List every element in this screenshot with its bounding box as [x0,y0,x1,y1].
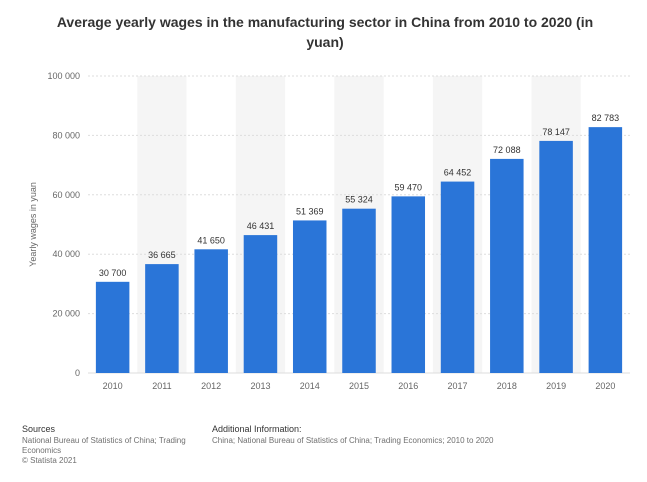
x-tick-label: 2010 [103,381,123,391]
data-label: 55 324 [345,195,373,205]
x-tick-label: 2014 [300,381,320,391]
data-label: 59 470 [395,182,423,192]
data-label: 51 369 [296,206,324,216]
data-label: 30 700 [99,268,127,278]
x-tick-label: 2018 [497,381,517,391]
x-tick-label: 2013 [250,381,270,391]
y-axis-label: Yearly wages in yuan [28,182,38,267]
y-tick-label: 0 [75,368,80,378]
x-tick-label: 2019 [546,381,566,391]
sources-heading: Sources [22,424,56,434]
additional-info-block: Additional Information: China; National … [212,424,592,446]
bar [292,220,327,373]
data-label: 72 088 [493,145,521,155]
bar [145,264,179,373]
x-tick-label: 2015 [349,381,369,391]
data-label: 82 783 [592,113,620,123]
data-label: 46 431 [247,221,275,231]
bar [440,181,475,373]
x-tick-label: 2017 [448,381,468,391]
x-tick-label: 2012 [201,381,221,391]
data-label: 41 650 [197,235,225,245]
bar [95,281,130,373]
x-tick-label: 2011 [152,381,171,391]
y-tick-label: 100 000 [47,71,80,81]
y-tick-label: 40 000 [52,249,80,259]
y-tick-label: 80 000 [52,130,80,140]
bar [588,127,623,373]
sources-line-2: Economics [22,446,62,455]
additional-text: China; National Bureau of Statistics of … [212,436,494,445]
copyright: © Statista 2021 [22,456,77,465]
bar [539,140,573,373]
y-tick-label: 20 000 [52,309,80,319]
bar [194,249,228,373]
sources-block: Sources National Bureau of Statistics of… [22,424,192,466]
bar [243,235,278,373]
x-tick-label: 2020 [595,381,615,391]
chart-title: Average yearly wages in the manufacturin… [56,14,594,50]
y-tick-label: 60 000 [52,190,80,200]
bar [391,196,426,373]
sources-line-1: National Bureau of Statistics of China; … [22,436,186,445]
x-tick-label: 2016 [398,381,418,391]
data-label: 36 665 [148,250,176,260]
bar [490,158,524,373]
data-label: 78 147 [542,127,570,137]
additional-heading: Additional Information: [212,424,302,434]
data-label: 64 452 [444,168,472,178]
bar [342,208,376,373]
